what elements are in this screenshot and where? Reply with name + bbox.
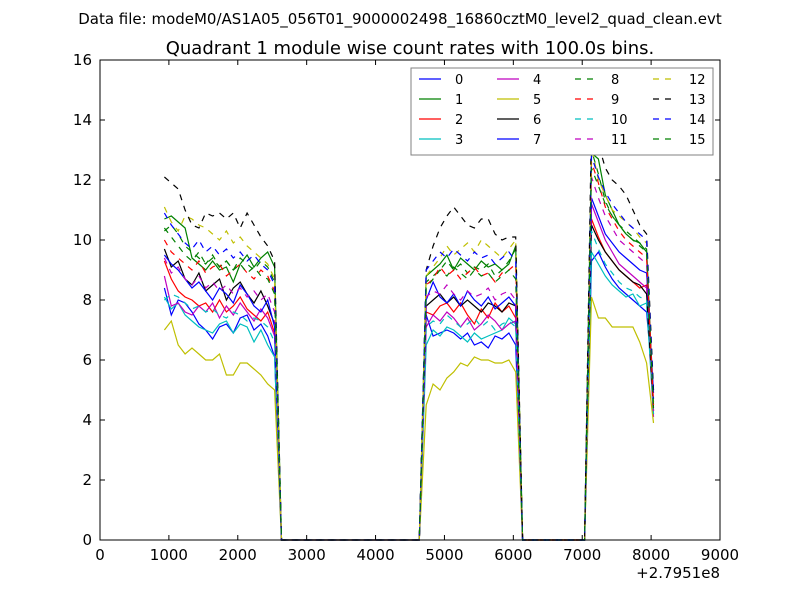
legend-label-10: 10: [611, 113, 628, 128]
x-tick-label: 2000: [219, 546, 257, 564]
x-tick-label: 7000: [563, 546, 601, 564]
y-tick-label: 6: [82, 351, 92, 369]
y-tick-label: 0: [82, 531, 92, 549]
x-tick-label: 9000: [701, 546, 739, 564]
y-tick-label: 14: [73, 111, 92, 129]
x-tick-label: 6000: [494, 546, 532, 564]
x-tick-label: 0: [95, 546, 105, 564]
x-tick-label: 3000: [288, 546, 326, 564]
legend-label-11: 11: [611, 133, 628, 148]
x-tick-label: 8000: [632, 546, 670, 564]
legend-label-13: 13: [689, 93, 706, 108]
legend-label-6: 6: [533, 113, 541, 128]
y-tick-label: 4: [82, 411, 92, 429]
chart-title: Quadrant 1 module wise count rates with …: [166, 38, 655, 59]
legend-label-9: 9: [611, 93, 619, 108]
y-tick-label: 16: [73, 51, 92, 69]
legend-label-2: 2: [455, 113, 463, 128]
x-tick-label: 5000: [425, 546, 463, 564]
ticks-layer: 0 1000 2000 3000 4000 5000 6000 7000 8000 9000 0 2 4…: [73, 51, 739, 564]
legend-label-7: 7: [533, 133, 541, 148]
legend-label-15: 15: [689, 133, 706, 148]
x-tick-label: 1000: [150, 546, 188, 564]
legend-label-1: 1: [455, 93, 463, 108]
legend-label-12: 12: [689, 73, 706, 88]
legend-label-14: 14: [689, 113, 706, 128]
series-line-11: [163, 176, 655, 541]
legend-label-3: 3: [455, 133, 463, 148]
x-offset-label: +2.7951e8: [636, 564, 720, 582]
chart-suptitle: Data file: modeM0/AS1A05_056T01_90000024…: [78, 10, 722, 29]
legend-label-4: 4: [533, 73, 541, 88]
legend-box: [410, 67, 714, 156]
legend-label-8: 8: [611, 73, 619, 88]
x-tick-label: 4000: [356, 546, 394, 564]
y-tick-label: 8: [82, 291, 92, 309]
y-tick-label: 2: [82, 471, 92, 489]
legend-label-0: 0: [455, 73, 463, 88]
series-line-12: [163, 146, 655, 541]
legend-label-5: 5: [533, 93, 541, 108]
y-tick-label: 12: [73, 171, 92, 189]
y-tick-label: 10: [73, 231, 92, 249]
